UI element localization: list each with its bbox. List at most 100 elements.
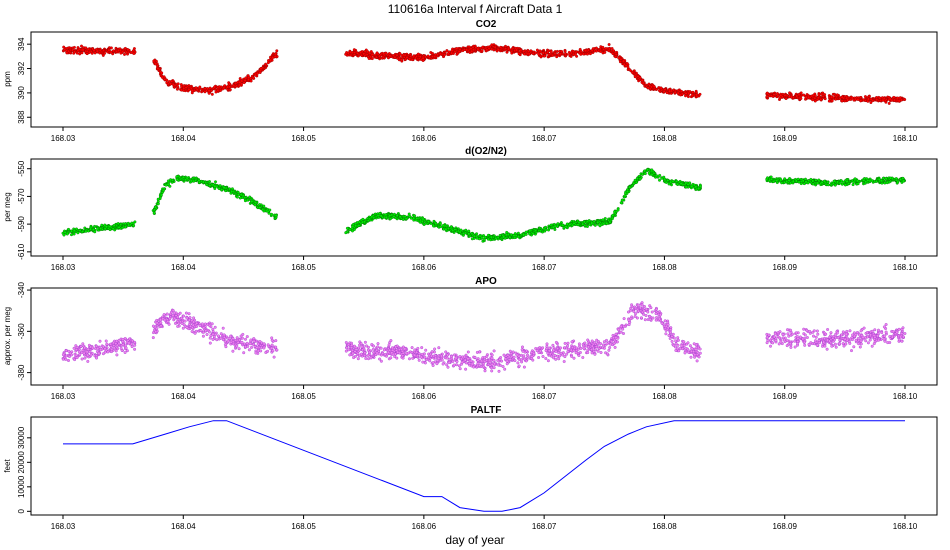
apo-data-point [654, 307, 658, 311]
apo-data-point [219, 336, 223, 340]
apo-data-point [577, 342, 581, 346]
o2n2-data-point [885, 181, 889, 185]
apo-data-point [219, 332, 223, 336]
apo-data-point [257, 349, 261, 353]
co2-data-point [504, 47, 508, 51]
apo-data-point [467, 361, 471, 365]
co2-data-point [73, 50, 76, 54]
co2-data-point [238, 77, 242, 80]
co2-data-point [424, 55, 427, 59]
co2-data-point [490, 47, 494, 51]
co2-data-point [132, 52, 136, 55]
o2n2-data-point [363, 220, 366, 224]
apo-data-point [211, 332, 215, 336]
apo-data-point [68, 355, 71, 358]
apo-data-point [171, 313, 175, 317]
apo-data-point [610, 339, 614, 343]
apo-data-point [622, 324, 626, 328]
o2n2-data-point [108, 228, 112, 232]
o2n2-data-point [870, 179, 874, 183]
co2-x-tick-label: 168.05 [291, 134, 316, 143]
co2-data-point [399, 58, 403, 62]
apo-data-point [345, 346, 349, 350]
o2n2-data-point [152, 211, 156, 215]
co2-data-point [412, 54, 416, 58]
apo-data-point [360, 352, 363, 356]
co2-data-point [455, 47, 459, 50]
co2-data-point [207, 91, 211, 95]
apo-data-point [458, 367, 462, 371]
o2n2-data-point [588, 222, 592, 226]
o2n2-data-point [354, 224, 358, 228]
co2-data-point [563, 49, 567, 53]
co2-data-point [207, 89, 211, 93]
o2n2-data-point [516, 231, 520, 235]
co2-data-point [462, 48, 466, 51]
apo-data-point [155, 318, 159, 322]
o2n2-data-point [412, 216, 416, 220]
co2-data-point [378, 54, 381, 58]
o2n2-data-point [486, 237, 490, 241]
co2-data-point [98, 51, 102, 55]
co2-data-point [101, 53, 105, 57]
apo-data-point [441, 362, 445, 366]
co2-data-point [409, 54, 413, 58]
o2n2-data-point [494, 236, 498, 240]
co2-x-tick-label: 168.03 [51, 134, 76, 143]
apo-data-points [61, 301, 907, 373]
o2n2-data-point [628, 185, 632, 189]
apo-data-point [405, 351, 409, 355]
o2n2-data-point [640, 172, 644, 176]
apo-data-point [593, 352, 597, 356]
apo-data-point [669, 328, 673, 332]
co2-data-point [223, 84, 227, 88]
apo-data-point [74, 353, 78, 357]
apo-data-point [621, 327, 625, 331]
apo-data-point [590, 348, 594, 351]
apo-data-point [674, 345, 677, 349]
apo-data-point [654, 312, 658, 316]
co2-data-point [835, 93, 839, 97]
apo-data-point [83, 346, 87, 350]
co2-data-point [657, 89, 661, 92]
apo-data-point [112, 346, 116, 350]
apo-data-point [423, 355, 427, 359]
apo-data-point [421, 360, 425, 364]
apo-data-point [512, 355, 516, 359]
co2-data-point [264, 62, 268, 66]
apo-data-point [664, 332, 668, 336]
co2-data-point [590, 49, 594, 53]
o2n2-data-point [99, 227, 103, 231]
o2n2-data-point [505, 230, 509, 234]
apo-data-point [254, 351, 258, 355]
apo-data-point [501, 365, 505, 368]
co2-data-point [898, 96, 902, 100]
co2-data-point [86, 47, 90, 51]
co2-data-point [81, 48, 85, 52]
apo-data-point [191, 323, 195, 327]
co2-data-point [80, 51, 84, 55]
apo-data-point [466, 350, 470, 354]
o2n2-data-point [676, 182, 680, 186]
o2n2-data-point [690, 184, 694, 188]
o2n2-data-point [108, 225, 112, 229]
o2n2-data-point [688, 181, 692, 185]
o2n2-data-point [171, 178, 174, 182]
o2n2-data-point [413, 214, 417, 218]
co2-data-point [823, 93, 827, 97]
apo-data-point [131, 339, 134, 343]
o2n2-data-point [647, 171, 651, 175]
apo-data-point [78, 352, 82, 356]
co2-data-point [618, 60, 622, 64]
apo-data-point [81, 342, 85, 346]
apo-data-point [503, 367, 507, 371]
apo-data-point [115, 339, 119, 343]
apo-data-point [74, 348, 78, 352]
co2-data-point [416, 52, 420, 56]
co2-data-point [878, 96, 882, 100]
apo-data-point [200, 322, 204, 326]
apo-data-point [366, 348, 370, 352]
apo-data-point [590, 339, 594, 343]
o2n2-data-point [357, 224, 361, 227]
apo-data-point [74, 344, 78, 348]
